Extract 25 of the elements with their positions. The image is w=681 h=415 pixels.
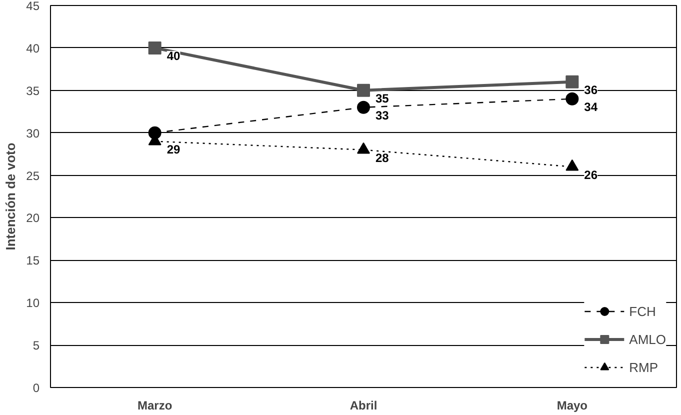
- y-axis-title: Intención de voto: [3, 142, 18, 250]
- y-tick-label: 0: [32, 381, 40, 395]
- x-tick-label: Marzo: [138, 398, 172, 412]
- data-label: 29: [166, 142, 181, 156]
- y-tick-label: 15: [26, 254, 40, 268]
- y-tick-label: 20: [26, 211, 40, 226]
- legend-label: RMP: [629, 360, 658, 374]
- x-tick-label: Abril: [350, 398, 378, 412]
- data-label: 33: [376, 108, 390, 122]
- x-tick-label: Mayo: [556, 398, 588, 412]
- y-tick-label: 5: [32, 338, 40, 353]
- data-label: 28: [376, 150, 390, 165]
- data-label: 34: [584, 100, 598, 114]
- y-tick-label: 25: [26, 168, 40, 183]
- y-tick-label: 45: [26, 0, 40, 13]
- data-label: 26: [584, 168, 598, 182]
- data-label: 35: [376, 91, 390, 106]
- y-tick-label: 40: [26, 41, 40, 56]
- data-label: 36: [584, 82, 598, 97]
- y-tick-label: 10: [26, 296, 40, 310]
- data-label: 40: [166, 48, 181, 63]
- legend-label: FCH: [629, 304, 656, 318]
- legend-label: AMLO: [629, 332, 666, 346]
- y-tick-label: 30: [26, 126, 40, 140]
- y-tick-label: 35: [26, 84, 40, 98]
